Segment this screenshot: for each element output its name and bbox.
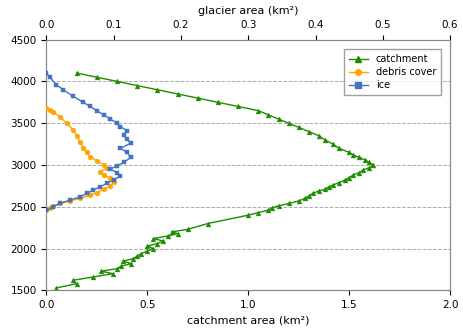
- Legend: catchment, debris cover, ice: catchment, debris cover, ice: [343, 50, 440, 95]
- X-axis label: catchment area (km²): catchment area (km²): [187, 316, 309, 326]
- X-axis label: glacier area (km²): glacier area (km²): [198, 6, 298, 16]
